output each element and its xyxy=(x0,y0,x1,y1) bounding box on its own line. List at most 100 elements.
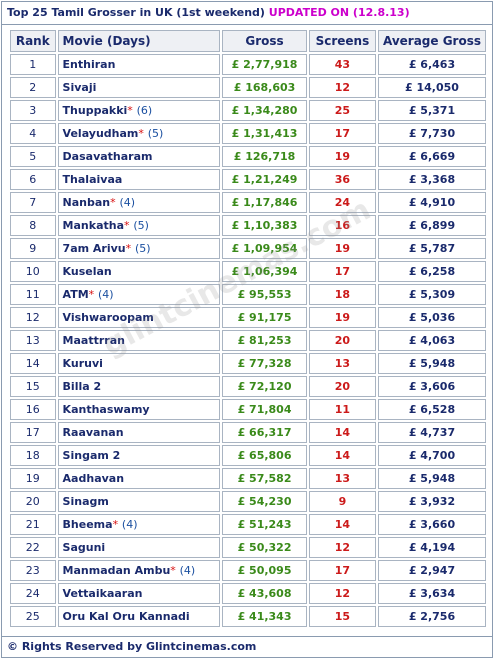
table-row: 21 Bheema* (4) £ 51,243 14 £ 3,660 xyxy=(10,514,486,535)
movie-name: Oru Kal Oru Kannadi xyxy=(62,610,190,623)
average-gross: £ 2,947 xyxy=(377,560,486,581)
rank: 17 xyxy=(10,422,56,443)
average-gross: £ 5,036 xyxy=(377,307,486,328)
average-gross: £ 6,463 xyxy=(377,54,486,75)
movie-name: Billa 2 xyxy=(62,380,102,393)
table-row: 20 Sinagm £ 54,230 9 £ 3,932 xyxy=(10,491,486,512)
movie-cell: ATM* (4) xyxy=(57,284,221,305)
days: (6) xyxy=(136,104,153,117)
gross: £ 65,806 xyxy=(222,445,307,466)
table-row: 3 Thuppakki* (6) £ 1,34,280 25 £ 5,371 xyxy=(10,100,486,121)
rank: 13 xyxy=(10,330,56,351)
movie-name: Maattrran xyxy=(62,334,125,347)
rank: 9 xyxy=(10,238,56,259)
movie-name: Vishwaroopam xyxy=(62,311,154,324)
gross: £ 72,120 xyxy=(222,376,307,397)
average-gross: £ 6,669 xyxy=(377,146,486,167)
movie-cell: Vishwaroopam xyxy=(57,307,221,328)
screens: 11 xyxy=(308,399,376,420)
movie-cell: Saguni xyxy=(57,537,221,558)
screens: 12 xyxy=(308,583,376,604)
movie-name: Kuruvi xyxy=(62,357,103,370)
column-header: Rank xyxy=(10,30,56,52)
average-gross: £ 4,910 xyxy=(377,192,486,213)
screens: 19 xyxy=(308,238,376,259)
table-row: 24 Vettaikaaran £ 43,608 12 £ 3,634 xyxy=(10,583,486,604)
new-mark: * xyxy=(125,242,132,255)
movie-cell: Thuppakki* (6) xyxy=(57,100,221,121)
movie-cell: Vettaikaaran xyxy=(57,583,221,604)
average-gross: £ 4,194 xyxy=(377,537,486,558)
movie-name: Dasavatharam xyxy=(62,150,153,163)
gross: £ 54,230 xyxy=(222,491,307,512)
screens: 17 xyxy=(308,560,376,581)
table-row: 1 Enthiran £ 2,77,918 43 £ 6,463 xyxy=(10,54,486,75)
rank: 1 xyxy=(10,54,56,75)
screens: 15 xyxy=(308,606,376,627)
movie-cell: Singam 2 xyxy=(57,445,221,466)
gross: £ 71,804 xyxy=(222,399,307,420)
new-mark: * xyxy=(112,518,119,531)
movie-cell: Manmadan Ambu* (4) xyxy=(57,560,221,581)
table-row: 16 Kanthaswamy £ 71,804 11 £ 6,528 xyxy=(10,399,486,420)
screens: 13 xyxy=(308,468,376,489)
new-mark: * xyxy=(110,196,116,209)
screens: 18 xyxy=(308,284,376,305)
gross: £ 2,77,918 xyxy=(222,54,307,75)
column-header: Movie (Days) xyxy=(57,30,221,52)
table-row: 10 Kuselan £ 1,06,394 17 £ 6,258 xyxy=(10,261,486,282)
gross: £ 41,343 xyxy=(222,606,307,627)
movie-name: Manmadan Ambu xyxy=(62,564,171,577)
movie-cell: Enthiran xyxy=(57,54,221,75)
average-gross: £ 3,660 xyxy=(377,514,486,535)
days: (5) xyxy=(147,127,164,140)
screens: 16 xyxy=(308,215,376,236)
days: (5) xyxy=(134,242,151,255)
movie-name: Sivaji xyxy=(62,81,97,94)
screens: 12 xyxy=(308,537,376,558)
movie-cell: Maattrran xyxy=(57,330,221,351)
new-mark: * xyxy=(170,564,176,577)
rank: 6 xyxy=(10,169,56,190)
rank: 7 xyxy=(10,192,56,213)
new-mark: * xyxy=(88,288,95,301)
screens: 24 xyxy=(308,192,376,213)
movie-name: Saguni xyxy=(62,541,106,554)
table-row: 6 Thalaivaa £ 1,21,249 36 £ 3,368 xyxy=(10,169,486,190)
movie-cell: Thalaivaa xyxy=(57,169,221,190)
movie-cell: Oru Kal Oru Kannadi xyxy=(57,606,221,627)
screens: 20 xyxy=(308,330,376,351)
days: (4) xyxy=(121,518,138,531)
movie-name: ATM xyxy=(62,288,89,301)
movie-cell: Raavanan xyxy=(57,422,221,443)
movie-cell: Billa 2 xyxy=(57,376,221,397)
days: (4) xyxy=(98,288,114,301)
gross: £ 1,10,383 xyxy=(222,215,307,236)
rank: 11 xyxy=(10,284,56,305)
gross: £ 1,09,954 xyxy=(222,238,307,259)
movie-name: Kanthaswamy xyxy=(62,403,150,416)
average-gross: £ 5,371 xyxy=(377,100,486,121)
new-mark: * xyxy=(127,104,133,117)
table-row: 18 Singam 2 £ 65,806 14 £ 4,700 xyxy=(10,445,486,466)
average-gross: £ 4,063 xyxy=(377,330,486,351)
movie-name: Bheema xyxy=(62,518,113,531)
rank: 18 xyxy=(10,445,56,466)
movie-name: Nanban xyxy=(62,196,111,209)
movie-cell: Velayudham* (5) xyxy=(57,123,221,144)
table-row: 15 Billa 2 £ 72,120 20 £ 3,606 xyxy=(10,376,486,397)
gross: £ 95,553 xyxy=(222,284,307,305)
days: (4) xyxy=(179,564,196,577)
gross: £ 50,322 xyxy=(222,537,307,558)
movie-cell: Sinagm xyxy=(57,491,221,512)
new-mark: * xyxy=(138,127,144,140)
average-gross: £ 2,756 xyxy=(377,606,486,627)
table-row: 23 Manmadan Ambu* (4) £ 50,095 17 £ 2,947 xyxy=(10,560,486,581)
movie-cell: Kuselan xyxy=(57,261,221,282)
column-header: Gross xyxy=(222,30,307,52)
gross: £ 57,582 xyxy=(222,468,307,489)
rank: 2 xyxy=(10,77,56,98)
movie-cell: Kuruvi xyxy=(57,353,221,374)
rank: 8 xyxy=(10,215,56,236)
column-header: Screens xyxy=(308,30,376,52)
